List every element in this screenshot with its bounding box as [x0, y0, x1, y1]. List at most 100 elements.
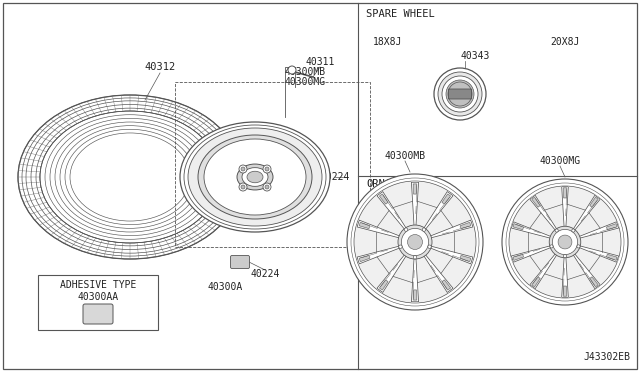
Polygon shape: [380, 194, 388, 204]
Text: 40300AA: 40300AA: [77, 292, 118, 302]
Polygon shape: [511, 222, 553, 239]
Polygon shape: [607, 254, 617, 260]
Circle shape: [404, 228, 408, 231]
FancyBboxPatch shape: [230, 256, 250, 269]
Polygon shape: [442, 280, 451, 290]
FancyBboxPatch shape: [83, 304, 113, 324]
Circle shape: [558, 235, 572, 249]
Circle shape: [577, 245, 580, 248]
Text: 40300MG: 40300MG: [540, 156, 580, 166]
Circle shape: [502, 179, 628, 305]
Circle shape: [422, 228, 426, 231]
Ellipse shape: [247, 171, 263, 183]
Text: J43302EB: J43302EB: [583, 352, 630, 362]
Ellipse shape: [237, 164, 273, 190]
Ellipse shape: [180, 122, 330, 232]
Ellipse shape: [18, 95, 242, 259]
Polygon shape: [413, 290, 417, 300]
Text: 18X8J: 18X8J: [373, 37, 403, 47]
Ellipse shape: [188, 128, 322, 226]
Polygon shape: [377, 192, 408, 231]
Text: ORNAMENT: ORNAMENT: [366, 179, 416, 189]
Polygon shape: [563, 286, 566, 296]
Circle shape: [442, 76, 478, 112]
Circle shape: [413, 256, 417, 259]
Polygon shape: [572, 195, 600, 232]
Circle shape: [347, 174, 483, 310]
Polygon shape: [428, 246, 473, 264]
Circle shape: [265, 185, 269, 189]
Circle shape: [263, 183, 271, 191]
Circle shape: [552, 230, 577, 254]
Circle shape: [241, 185, 245, 189]
Polygon shape: [357, 220, 403, 238]
Polygon shape: [412, 256, 419, 302]
Polygon shape: [511, 245, 553, 262]
Circle shape: [239, 183, 247, 191]
Circle shape: [550, 245, 553, 248]
Text: 40300MB: 40300MB: [284, 67, 326, 77]
Circle shape: [446, 80, 474, 108]
Text: 40312: 40312: [145, 62, 175, 72]
Circle shape: [549, 226, 580, 258]
Text: 40224: 40224: [250, 269, 280, 279]
Circle shape: [572, 229, 575, 232]
Polygon shape: [577, 245, 619, 262]
Polygon shape: [422, 192, 453, 231]
Text: NISSAN: NISSAN: [451, 92, 470, 96]
Text: 40343: 40343: [460, 51, 490, 61]
Circle shape: [428, 245, 431, 248]
Polygon shape: [577, 222, 619, 239]
Ellipse shape: [204, 139, 306, 215]
Circle shape: [354, 181, 476, 303]
Polygon shape: [357, 246, 403, 264]
Polygon shape: [572, 252, 600, 289]
Ellipse shape: [198, 135, 312, 219]
Circle shape: [239, 165, 247, 173]
Circle shape: [265, 167, 269, 171]
Text: 20X8J: 20X8J: [550, 37, 579, 47]
Circle shape: [399, 245, 402, 248]
Text: 40300MB: 40300MB: [385, 151, 426, 161]
Polygon shape: [412, 182, 419, 228]
Circle shape: [555, 229, 558, 232]
Text: 40300MG: 40300MG: [284, 77, 326, 87]
Polygon shape: [428, 220, 473, 238]
Polygon shape: [563, 188, 566, 198]
Circle shape: [288, 66, 296, 74]
Circle shape: [398, 225, 432, 259]
Bar: [175, 82, 370, 247]
Polygon shape: [562, 187, 568, 230]
Polygon shape: [359, 256, 370, 262]
Polygon shape: [513, 224, 524, 230]
Polygon shape: [442, 194, 451, 204]
Text: ADHESIVE TYPE: ADHESIVE TYPE: [60, 280, 136, 290]
Polygon shape: [377, 253, 408, 292]
Circle shape: [434, 68, 486, 120]
Polygon shape: [422, 253, 453, 292]
Ellipse shape: [40, 111, 220, 243]
Polygon shape: [590, 277, 598, 287]
Circle shape: [509, 186, 621, 298]
Polygon shape: [513, 254, 524, 260]
Text: 40224: 40224: [321, 172, 350, 182]
Ellipse shape: [242, 168, 268, 186]
Circle shape: [438, 72, 482, 116]
Text: 40311: 40311: [305, 57, 335, 67]
Polygon shape: [413, 184, 417, 194]
Polygon shape: [460, 222, 470, 228]
Circle shape: [408, 234, 422, 250]
Circle shape: [401, 228, 429, 256]
Polygon shape: [460, 256, 470, 262]
Circle shape: [263, 165, 271, 173]
Polygon shape: [530, 195, 558, 232]
Polygon shape: [590, 197, 598, 207]
Bar: [38, 275, 158, 330]
FancyBboxPatch shape: [449, 89, 472, 99]
Polygon shape: [532, 197, 540, 207]
Polygon shape: [607, 224, 617, 230]
Polygon shape: [562, 254, 568, 297]
Text: 40300A: 40300A: [207, 282, 243, 292]
Text: SPARE WHEEL: SPARE WHEEL: [366, 9, 435, 19]
Polygon shape: [532, 277, 540, 287]
